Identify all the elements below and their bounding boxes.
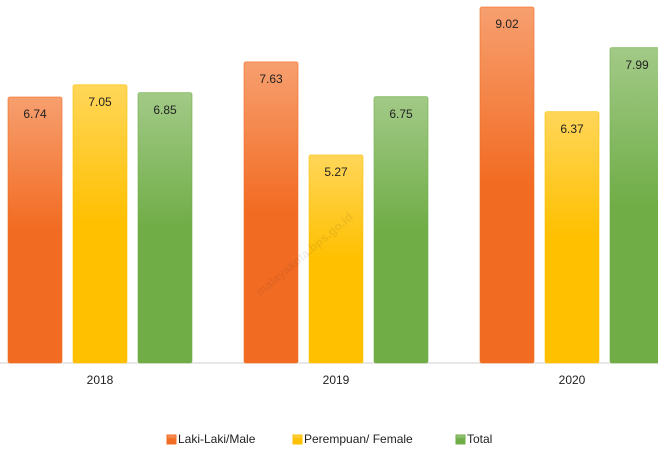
bar: [609, 47, 658, 364]
data-label: 5.27: [324, 165, 348, 179]
data-label: 6.74: [23, 107, 47, 121]
data-label: 7.99: [625, 58, 649, 72]
x-tick-label: 2019: [323, 373, 350, 387]
legend-swatch: [292, 434, 303, 445]
x-tick-label: 2018: [87, 373, 114, 387]
legend-swatch: [166, 434, 177, 445]
bar: [243, 61, 299, 364]
data-label: 9.02: [495, 17, 519, 31]
bar: [137, 92, 193, 364]
bar: [479, 6, 535, 364]
bar: [7, 96, 63, 364]
data-label: 6.85: [153, 103, 177, 117]
legend-label: Perempuan/ Female: [304, 432, 413, 446]
bar: [373, 96, 429, 364]
data-label: 6.75: [389, 107, 413, 121]
data-label: 7.05: [88, 95, 112, 109]
bar: [308, 154, 364, 364]
x-tick-label: 2020: [559, 373, 586, 387]
legend-label: Total: [467, 432, 492, 446]
legend-swatch: [455, 434, 466, 445]
bar: [72, 84, 128, 364]
data-label: 6.37: [560, 122, 584, 136]
data-label: 7.63: [259, 72, 283, 86]
legend-label: Laki-Laki/Male: [178, 432, 256, 446]
bar: [544, 111, 600, 364]
